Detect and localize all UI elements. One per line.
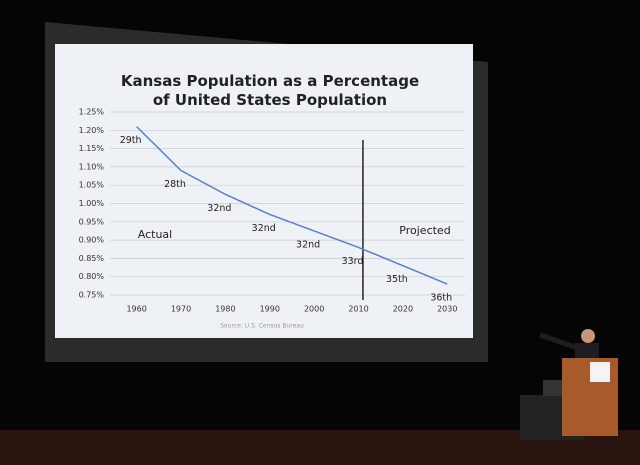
rank-label: 33rd bbox=[342, 256, 364, 267]
source: Source: U.S. Census Bureau bbox=[220, 323, 304, 330]
y-tick-label: 1.15% bbox=[79, 144, 105, 153]
x-tick-label: 1990 bbox=[260, 305, 280, 314]
y-tick-label: 1.25% bbox=[79, 108, 105, 117]
x-tick-label: 1960 bbox=[126, 305, 146, 314]
chart-title: Kansas Population as a Percentage of Uni… bbox=[120, 72, 420, 109]
y-tick-label: 0.95% bbox=[79, 217, 105, 226]
laptop bbox=[543, 380, 565, 396]
x-tick-label: 1970 bbox=[171, 305, 191, 314]
rank-label: 35th bbox=[386, 274, 408, 285]
rank-label: 36th bbox=[430, 293, 452, 304]
y-tick-label: 1.20% bbox=[79, 126, 105, 135]
presenter bbox=[520, 329, 618, 440]
annotation: Actual bbox=[138, 228, 172, 241]
y-tick-label: 1.05% bbox=[79, 181, 105, 190]
y-tick-label: 0.80% bbox=[79, 272, 105, 281]
y-tick-label: 0.75% bbox=[79, 291, 105, 300]
x-tick-label: 1980 bbox=[215, 305, 235, 314]
x-tick-label: 2020 bbox=[393, 305, 413, 314]
slide bbox=[55, 44, 473, 338]
annotation: Projected bbox=[399, 224, 450, 237]
rank-label: 32nd bbox=[252, 223, 276, 234]
rank-label: 32nd bbox=[296, 239, 320, 250]
x-tick-label: 2000 bbox=[304, 305, 324, 314]
head bbox=[581, 329, 595, 343]
rank-label: 32nd bbox=[207, 203, 231, 214]
y-tick-label: 0.85% bbox=[79, 254, 105, 263]
x-tick-label: 2030 bbox=[437, 305, 457, 314]
y-tick-label: 0.90% bbox=[79, 236, 105, 245]
arm bbox=[539, 332, 579, 351]
podium-sign bbox=[590, 362, 610, 382]
y-tick-label: 1.10% bbox=[79, 162, 105, 171]
rank-label: 29th bbox=[120, 135, 142, 146]
y-tick-label: 1.00% bbox=[79, 199, 105, 208]
rank-label: 28th bbox=[164, 179, 186, 190]
x-tick-label: 2010 bbox=[348, 305, 368, 314]
data-line bbox=[136, 126, 448, 285]
